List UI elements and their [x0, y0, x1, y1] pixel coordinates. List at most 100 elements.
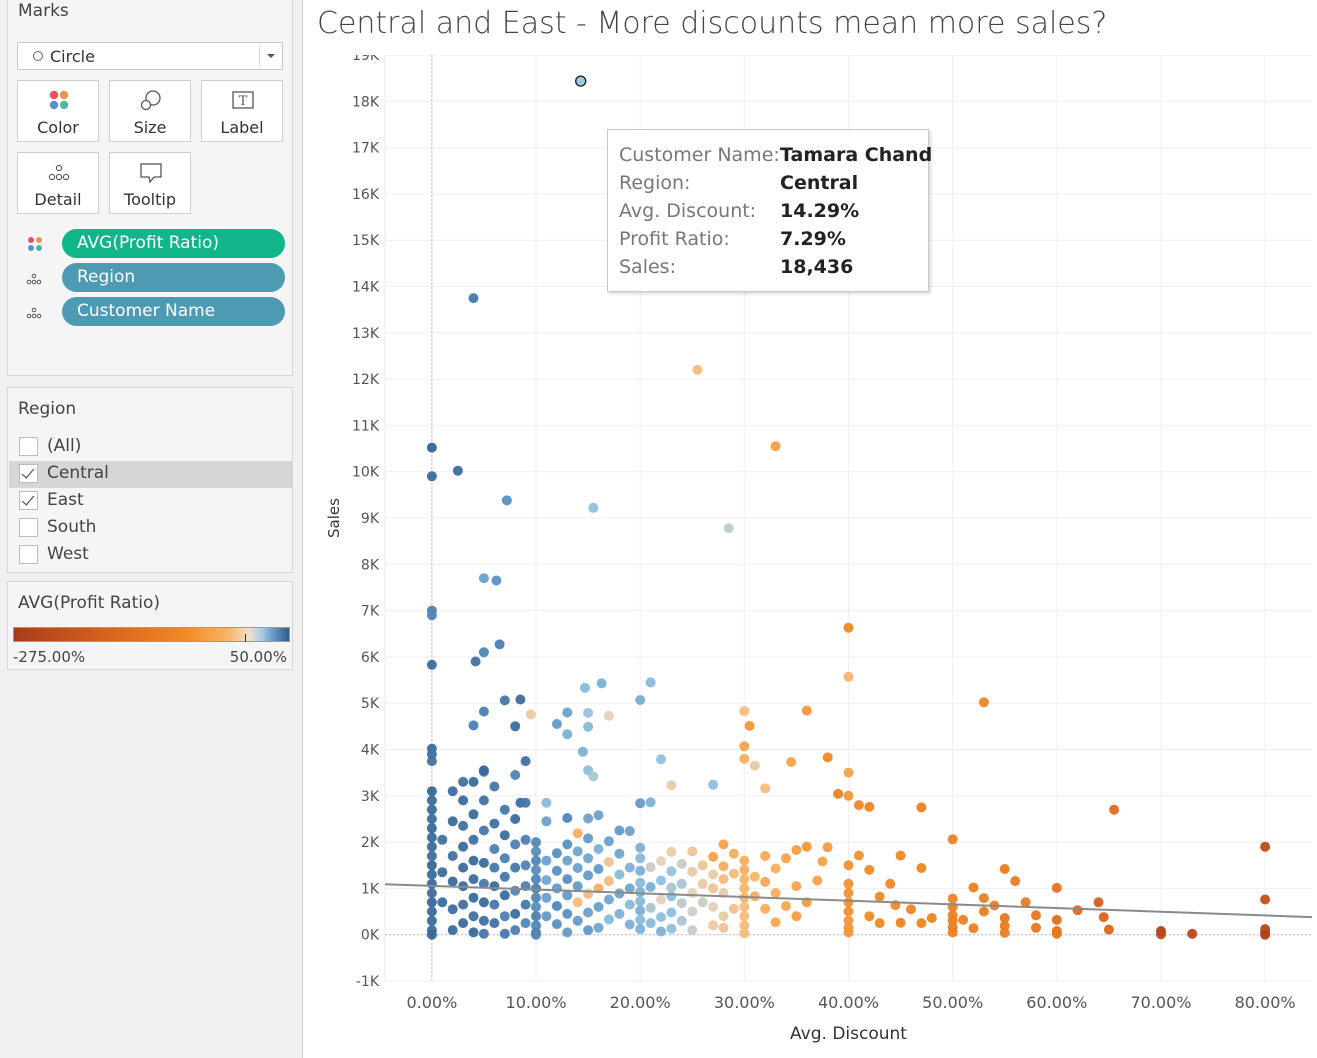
- legend-max-label: 50.00%: [229, 648, 287, 666]
- filter-item-east[interactable]: East: [9, 488, 293, 515]
- data-point: [916, 863, 927, 873]
- x-tick-label: 80.00%: [1235, 993, 1296, 1012]
- tooltip-value: Tamara Chand: [780, 144, 933, 166]
- y-tick-label: 9K: [361, 511, 380, 527]
- data-point: [999, 920, 1010, 931]
- circle-mark-icon: [33, 51, 43, 61]
- data-point: [583, 707, 594, 718]
- mark-type-dropdown[interactable]: Circle: [17, 42, 283, 70]
- data-point: [426, 878, 437, 889]
- pill-customer-name[interactable]: Customer Name: [62, 297, 285, 326]
- filter-item-central[interactable]: Central: [9, 461, 293, 488]
- data-point: [510, 925, 521, 936]
- label-t-icon: T: [202, 89, 282, 111]
- data-point: [645, 918, 656, 929]
- data-point: [864, 864, 875, 875]
- size-button[interactable]: Size: [109, 80, 191, 142]
- checkbox[interactable]: [19, 464, 38, 483]
- data-point: [916, 802, 927, 813]
- color-button[interactable]: Color: [17, 80, 99, 142]
- pill-region[interactable]: Region: [62, 263, 285, 292]
- y-tick-label: 15K: [352, 233, 380, 249]
- filter-item-west[interactable]: West: [9, 542, 293, 569]
- tooltip-key: Customer Name:: [619, 144, 780, 166]
- data-point: [458, 795, 469, 806]
- data-point: [426, 929, 437, 940]
- data-point: [603, 914, 614, 925]
- data-point: [635, 695, 646, 705]
- data-point: [572, 881, 583, 892]
- data-point: [676, 858, 687, 869]
- data-point: [697, 897, 708, 908]
- data-point: [728, 903, 739, 914]
- filter-item-south[interactable]: South: [9, 515, 293, 542]
- data-point: [468, 911, 479, 922]
- data-point: [426, 749, 437, 760]
- data-point: [697, 860, 708, 871]
- data-point: [510, 770, 521, 780]
- data-point: [478, 878, 489, 889]
- data-point: [614, 869, 625, 880]
- data-point: [791, 845, 802, 855]
- tooltip-value: 7.29%: [780, 228, 846, 250]
- data-point: [687, 925, 698, 936]
- data-point: [1260, 894, 1271, 905]
- data-point: [468, 834, 479, 845]
- checkbox[interactable]: [19, 545, 38, 564]
- tooltip-button[interactable]: Tooltip: [109, 152, 191, 214]
- data-point: [531, 846, 541, 857]
- data-point: [1156, 929, 1166, 940]
- data-point: [426, 659, 437, 670]
- color-legend-card: AVG(Profit Ratio) -275.00% 50.00%: [7, 581, 293, 670]
- label-button[interactable]: T Label: [201, 80, 283, 142]
- data-point: [739, 883, 750, 894]
- filter-item-label: East: [47, 490, 84, 510]
- data-point: [708, 851, 719, 862]
- chevron-down-icon[interactable]: [259, 45, 282, 67]
- data-point: [635, 798, 646, 809]
- data-point: [447, 904, 458, 915]
- data-point: [624, 826, 635, 836]
- data-point: [583, 833, 594, 844]
- data-point: [426, 906, 437, 917]
- data-point: [510, 839, 521, 850]
- size-button-label: Size: [133, 118, 167, 137]
- data-point: [635, 914, 646, 925]
- data-point: [426, 823, 437, 834]
- data-point: [843, 897, 854, 908]
- data-point: [583, 721, 594, 732]
- data-point: [843, 622, 854, 633]
- data-point: [426, 795, 437, 806]
- y-tick-label: 1K: [361, 881, 380, 897]
- data-point: [572, 863, 583, 873]
- data-point: [760, 876, 771, 887]
- checkbox[interactable]: [19, 518, 38, 537]
- data-point: [791, 911, 802, 922]
- trend-line[interactable]: [384, 883, 1313, 919]
- data-point: [562, 927, 573, 938]
- pill-avg-profit-ratio[interactable]: AVG(Profit Ratio): [62, 229, 285, 258]
- data-point: [531, 855, 541, 866]
- color-gradient-bar[interactable]: [13, 627, 290, 642]
- data-point: [645, 902, 656, 913]
- data-point: [874, 891, 885, 902]
- data-point: [708, 901, 719, 912]
- data-points[interactable]: [426, 76, 1271, 940]
- scatter-plot[interactable]: 19K 18K 17K 16K 15K 14K 13K 12K 11K 10K 9K 8K 7K 6K 5K…: [315, 55, 1313, 1048]
- filter-item-all[interactable]: (All): [9, 434, 293, 461]
- data-point: [515, 694, 526, 705]
- data-point: [781, 901, 791, 911]
- data-point: [572, 828, 583, 839]
- data-point: [739, 753, 750, 764]
- data-point: [906, 904, 916, 915]
- data-point: [583, 813, 594, 824]
- checkbox[interactable]: [19, 491, 38, 510]
- tooltip-value: 18,436: [780, 256, 854, 278]
- data-point: [458, 862, 469, 873]
- detail-button[interactable]: Detail: [17, 152, 99, 214]
- color-button-label: Color: [37, 118, 79, 137]
- checkbox[interactable]: [19, 437, 38, 456]
- data-point: [843, 927, 854, 938]
- data-point: [478, 573, 489, 584]
- x-tick-label: 70.00%: [1130, 993, 1191, 1012]
